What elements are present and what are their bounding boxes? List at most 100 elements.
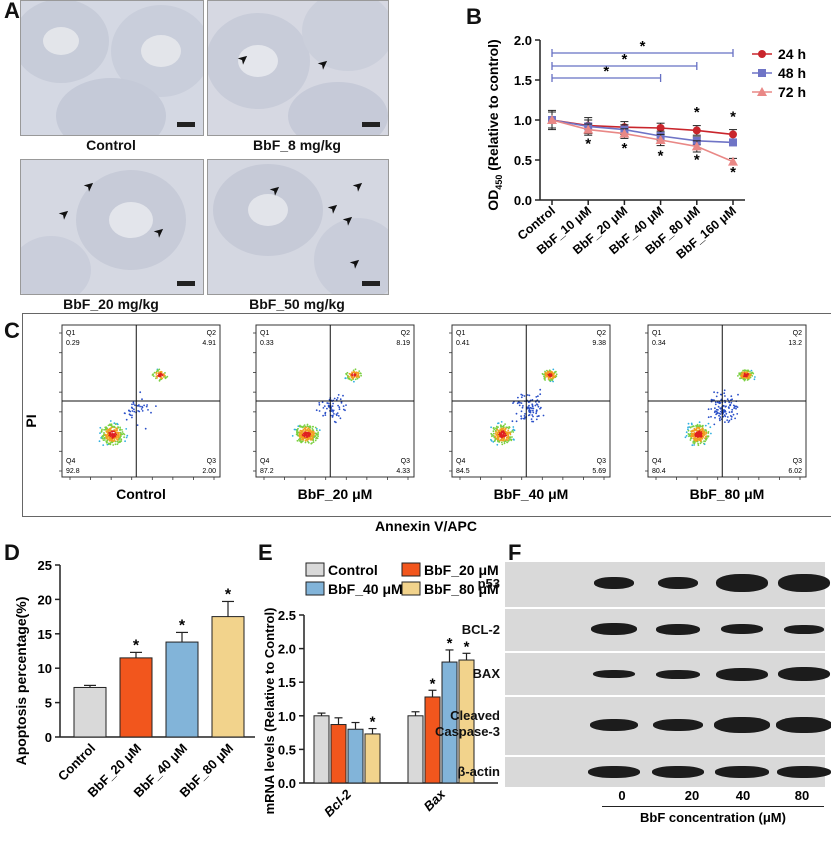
flow-event-dot bbox=[99, 432, 101, 434]
flow-event-dot bbox=[685, 435, 688, 437]
x-tick-label: Bax bbox=[421, 786, 449, 814]
flow-event-dot bbox=[315, 436, 318, 439]
flow-event-dot bbox=[544, 379, 546, 381]
flow-event-dot bbox=[337, 404, 339, 407]
flow-event-dot bbox=[696, 435, 699, 438]
flow-event-dot bbox=[110, 441, 112, 444]
flow-event-dot bbox=[728, 419, 731, 422]
flow-event-dot bbox=[531, 414, 534, 416]
flow-event-dot bbox=[497, 437, 500, 440]
flow-event-dot bbox=[702, 435, 705, 438]
flow-event-dot bbox=[544, 370, 546, 373]
flow-event-dot bbox=[354, 368, 357, 371]
flow-event-dot bbox=[742, 371, 744, 373]
flow-event-dot bbox=[358, 370, 361, 372]
legend-swatch bbox=[401, 562, 421, 577]
flow-event-dot bbox=[519, 401, 521, 404]
flow-event-dot bbox=[705, 432, 707, 435]
y-tick-label: 20 bbox=[38, 592, 52, 607]
flow-event-dot bbox=[523, 415, 526, 417]
legend-swatch bbox=[305, 562, 325, 577]
flow-event-dot bbox=[331, 414, 334, 417]
y-tick-label: 0.0 bbox=[278, 776, 296, 791]
panel-label-e: E bbox=[258, 540, 273, 565]
flow-event-dot bbox=[707, 436, 709, 438]
flow-event-dot bbox=[328, 405, 331, 407]
flow-event-dot bbox=[308, 434, 311, 437]
flow-event-dot bbox=[726, 416, 729, 418]
flow-event-dot bbox=[106, 427, 108, 430]
significance-star: * bbox=[603, 63, 609, 80]
flow-event-dot bbox=[324, 412, 327, 415]
flow-event-dot bbox=[113, 425, 116, 428]
quadrant-name: Q1 bbox=[652, 330, 661, 337]
scale-bar bbox=[362, 281, 380, 286]
flow-event-dot bbox=[742, 378, 745, 381]
flow-event-dot bbox=[121, 431, 124, 433]
y-tick-label: 0.5 bbox=[278, 742, 296, 757]
flow-event-dot bbox=[492, 432, 495, 435]
flow-event-dot bbox=[157, 370, 160, 372]
flow-event-dot bbox=[727, 421, 730, 423]
significance-star: * bbox=[179, 617, 186, 634]
flow-event-dot bbox=[109, 431, 111, 434]
flow-event-dot bbox=[535, 403, 538, 405]
flow-event-dot bbox=[321, 401, 324, 404]
quadrant-name: Q4 bbox=[456, 458, 465, 465]
flow-event-dot bbox=[133, 408, 135, 411]
flow-event-dot bbox=[722, 410, 725, 413]
flow-event-dot bbox=[342, 405, 345, 407]
flow-event-dot bbox=[160, 370, 163, 373]
y-tick-label: 0 bbox=[45, 730, 52, 745]
quadrant-name: Q3 bbox=[401, 458, 410, 465]
flow-event-dot bbox=[333, 420, 336, 423]
flow-event-dot bbox=[116, 439, 119, 441]
flow-event-dot bbox=[722, 404, 725, 407]
y-axis-label: Apoptosis percentage(%) bbox=[13, 597, 29, 766]
flow-event-dot bbox=[504, 429, 506, 432]
flow-event-dot bbox=[532, 415, 534, 418]
flow-event-dot bbox=[723, 392, 726, 395]
flow-event-dot bbox=[696, 425, 698, 427]
flow-event-dot bbox=[302, 436, 305, 439]
flow-event-dot bbox=[745, 372, 747, 374]
flow-event-dot bbox=[118, 431, 120, 434]
flow-event-dot bbox=[527, 401, 530, 403]
flow-event-dot bbox=[158, 371, 161, 374]
flow-event-dot bbox=[707, 416, 710, 419]
flow-event-dot bbox=[323, 405, 326, 407]
flow-event-dot bbox=[520, 417, 523, 420]
flow-event-dot bbox=[746, 369, 749, 372]
quadrant-name: Q2 bbox=[793, 330, 802, 337]
quadrant-value: 0.29 bbox=[66, 340, 80, 347]
y-tick-label: 2.0 bbox=[278, 642, 296, 657]
flow-event-dot bbox=[312, 425, 314, 428]
flow-event-dot bbox=[123, 436, 125, 439]
flow-event-dot bbox=[700, 435, 703, 438]
flow-event-dot bbox=[116, 429, 118, 431]
flow-event-dot bbox=[530, 418, 533, 420]
flow-event-dot bbox=[303, 424, 306, 426]
flow-event-dot bbox=[302, 428, 305, 431]
legend-marker bbox=[758, 69, 766, 77]
significance-star: * bbox=[621, 51, 627, 68]
quadrant-value: 87.2 bbox=[260, 468, 274, 475]
flow-event-dot bbox=[716, 411, 719, 414]
flow-event-dot bbox=[698, 430, 701, 433]
data-point bbox=[619, 128, 630, 138]
flow-event-dot bbox=[504, 440, 507, 443]
flow-event-dot bbox=[513, 429, 516, 432]
flow-event-dot bbox=[152, 375, 155, 377]
flow-event-dot bbox=[506, 441, 508, 444]
flow-event-dot bbox=[112, 444, 115, 446]
flow-event-dot bbox=[544, 377, 546, 380]
flow-event-dot bbox=[155, 373, 158, 375]
flow-event-dot bbox=[101, 428, 103, 431]
flow-event-dot bbox=[150, 411, 152, 414]
flow-event-dot bbox=[532, 407, 535, 410]
flow-event-dot bbox=[307, 441, 310, 444]
flow-event-dot bbox=[529, 409, 532, 412]
flow-event-dot bbox=[106, 437, 109, 440]
